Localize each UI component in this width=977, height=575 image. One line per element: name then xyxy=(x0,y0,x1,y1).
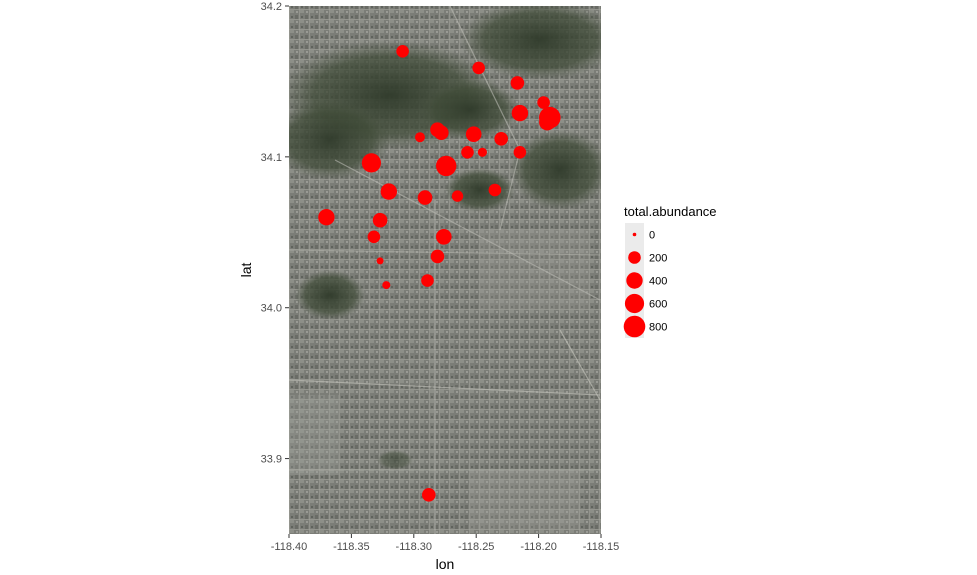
legend-label: 400 xyxy=(649,276,667,288)
legend-key-symbol xyxy=(626,272,643,289)
y-axis: 33.9 34.0 34.1 34.2 xyxy=(261,1,289,466)
data-point xyxy=(494,132,509,146)
data-point xyxy=(465,126,482,142)
x-tick-label: -118.40 xyxy=(271,541,308,553)
data-point xyxy=(361,153,381,173)
data-point xyxy=(451,190,464,202)
data-point xyxy=(539,114,556,131)
x-tick-label: -118.25 xyxy=(458,541,495,553)
y-tick-label: 33.9 xyxy=(261,454,282,466)
x-tick-label: -118.35 xyxy=(333,541,370,553)
data-point xyxy=(421,274,434,287)
y-tick-label: 34.2 xyxy=(261,1,282,13)
legend-label: 600 xyxy=(649,299,667,311)
data-point xyxy=(434,125,449,140)
data-point xyxy=(477,147,487,157)
data-point xyxy=(461,146,474,159)
x-tick-label: -118.15 xyxy=(583,541,620,553)
data-point xyxy=(417,190,433,205)
data-point xyxy=(382,281,391,290)
data-point xyxy=(488,183,502,197)
legend-key-symbol xyxy=(623,315,646,338)
data-point xyxy=(472,61,486,75)
size-legend: total.abundance 0 200 400 600 800 xyxy=(623,204,717,338)
data-point xyxy=(430,249,445,264)
data-point xyxy=(372,212,388,228)
y-tick-label: 34.1 xyxy=(261,152,282,164)
data-point xyxy=(436,229,452,245)
data-point xyxy=(396,45,409,58)
legend-key-symbol xyxy=(628,251,641,264)
legend-label: 200 xyxy=(649,253,667,265)
x-axis-title: lon xyxy=(436,556,455,572)
legend-key-symbol xyxy=(632,232,637,237)
y-tick-label: 34.0 xyxy=(261,303,282,315)
legend-label: 0 xyxy=(649,230,655,242)
data-points xyxy=(318,45,561,502)
data-point xyxy=(318,209,335,226)
x-tick-label: -118.30 xyxy=(396,541,433,553)
data-point xyxy=(510,76,525,90)
x-tick-label: -118.20 xyxy=(520,541,557,553)
data-point xyxy=(376,257,384,265)
satellite-map-background xyxy=(289,6,601,534)
legend-label: 800 xyxy=(649,322,667,334)
data-point xyxy=(511,104,529,122)
data-point xyxy=(422,488,436,502)
y-axis-title: lat xyxy=(238,263,254,278)
x-axis: -118.40 -118.35 -118.30 -118.25 -118.20 -118.… xyxy=(271,534,620,553)
data-point xyxy=(513,146,527,159)
data-point xyxy=(415,132,425,143)
data-point xyxy=(367,230,381,244)
data-point xyxy=(436,155,457,177)
data-point xyxy=(380,183,397,200)
legend-title: total.abundance xyxy=(624,204,717,219)
data-point xyxy=(537,96,550,109)
legend-key-symbol xyxy=(624,293,645,314)
